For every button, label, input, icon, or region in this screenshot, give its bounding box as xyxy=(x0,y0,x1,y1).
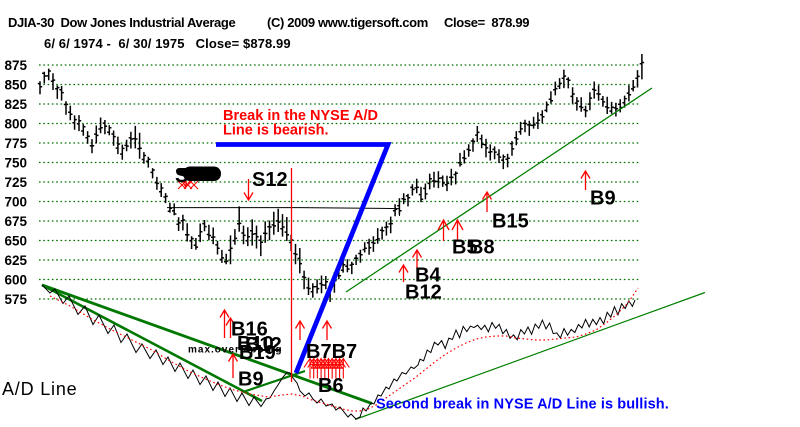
svg-text:B7B7: B7B7 xyxy=(306,341,357,363)
svg-text:B9: B9 xyxy=(238,369,264,391)
svg-text:825: 825 xyxy=(4,97,27,112)
svg-text:B15: B15 xyxy=(492,211,529,233)
svg-text:B16: B16 xyxy=(231,319,268,341)
svg-text:625: 625 xyxy=(4,253,27,268)
svg-text:650: 650 xyxy=(4,234,27,249)
svg-text:575: 575 xyxy=(4,292,27,307)
svg-text:B8: B8 xyxy=(469,237,495,259)
svg-text:Close= 878.99: Close= 878.99 xyxy=(444,15,529,30)
svg-text:6/ 6/ 1974 - 6/ 30/ 1975 Cl: 6/ 6/ 1974 - 6/ 30/ 1975 Close= $878.99 xyxy=(44,36,291,51)
svg-text:B5: B5 xyxy=(452,237,478,259)
svg-text:875: 875 xyxy=(4,58,27,73)
svg-text:700: 700 xyxy=(4,195,27,210)
svg-text:A/D Line: A/D Line xyxy=(2,379,77,399)
svg-text:B4: B4 xyxy=(415,265,441,287)
svg-text:600: 600 xyxy=(4,273,27,288)
svg-text:Line is bearish.: Line is bearish. xyxy=(223,123,329,139)
svg-text:(C) 2009 www.tigersoft.com: (C) 2009 www.tigersoft.com xyxy=(267,15,428,30)
svg-text:Break in the NYSE A/D: Break in the NYSE A/D xyxy=(223,108,378,124)
svg-text:B9: B9 xyxy=(590,188,616,210)
svg-text:750: 750 xyxy=(4,156,27,171)
svg-text:Second break in NYSE A/D Line: Second break in NYSE A/D Line is bullish… xyxy=(376,397,669,413)
svg-text:B19: B19 xyxy=(239,342,276,364)
svg-text:B10: B10 xyxy=(237,333,274,355)
svg-text:max.overlapping: max.overlapping xyxy=(188,345,282,356)
svg-text:850: 850 xyxy=(4,78,27,93)
svg-text:DJIA-30 Dow Jones Industrial: DJIA-30 Dow Jones Industrial Average xyxy=(8,15,235,30)
svg-text:775: 775 xyxy=(4,136,27,151)
svg-text:800: 800 xyxy=(4,117,27,132)
svg-text:S12: S12 xyxy=(252,169,288,191)
svg-text:B12: B12 xyxy=(405,282,442,304)
svg-text:675: 675 xyxy=(4,214,27,229)
svg-text:B6: B6 xyxy=(318,375,344,397)
svg-text:725: 725 xyxy=(4,175,27,190)
svg-text:B12: B12 xyxy=(245,334,282,356)
